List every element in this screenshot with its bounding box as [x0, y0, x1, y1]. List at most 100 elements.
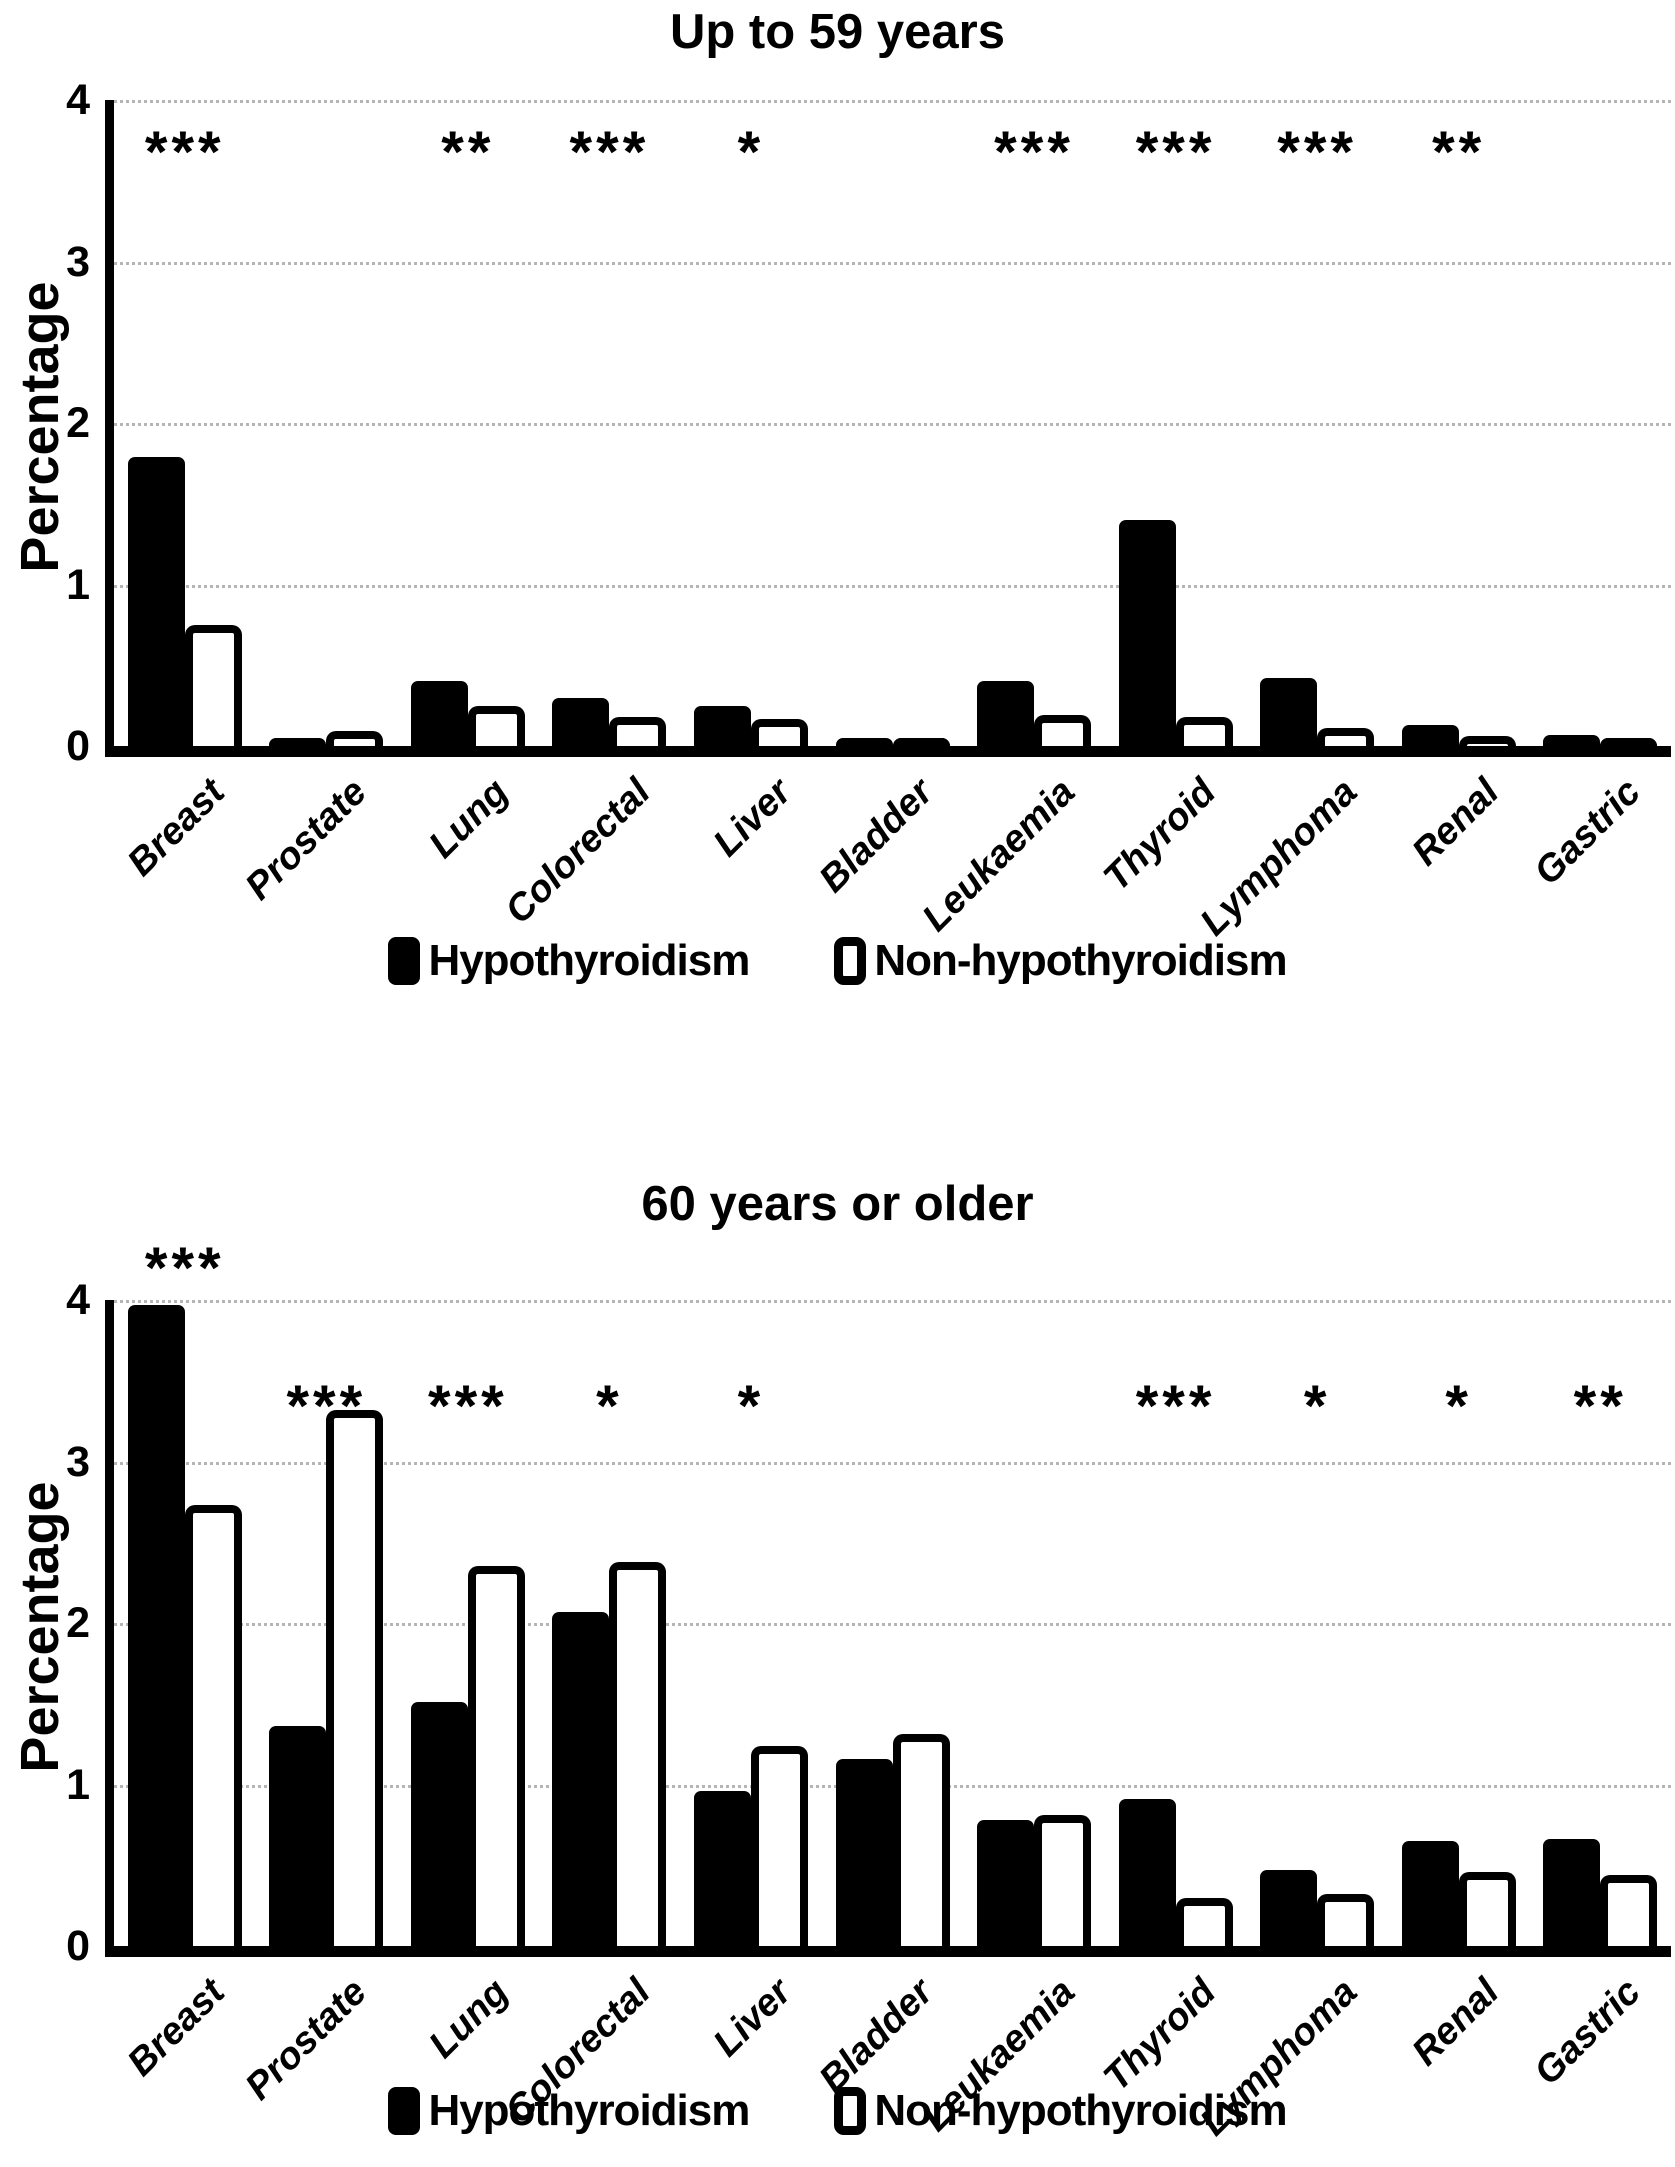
x-axis-label-text: Breast	[120, 771, 234, 885]
bar-hypothyroidism-colorectal	[552, 697, 610, 746]
significance-marker-thyroid: ***	[1135, 120, 1216, 185]
legend-label: Hypothyroidism	[428, 936, 750, 985]
gridline-2	[114, 1623, 1671, 1626]
significance-marker-prostate: ***	[286, 1374, 367, 1439]
bar-non-hypothyroidism-prostate	[326, 1409, 384, 1946]
bar-hypothyroidism-bladder	[835, 1758, 893, 1946]
bar-hypothyroidism-renal	[1401, 1841, 1459, 1946]
x-axis-label-text: Thyroid	[1096, 771, 1225, 900]
y-tick-label-2: 2	[66, 399, 90, 447]
legend: Hypothyroidism Non-hypothyroidism	[0, 936, 1675, 986]
bar-non-hypothyroidism-bladder	[892, 738, 950, 746]
significance-marker-lymphoma: ***	[1277, 120, 1357, 185]
bar-non-hypothyroidism-gastric	[1600, 737, 1658, 746]
bar-hypothyroidism-thyroid	[1118, 1799, 1176, 1946]
bar-non-hypothyroidism-prostate	[326, 731, 384, 746]
gridline-2	[114, 423, 1671, 426]
filled-square-icon	[388, 2087, 421, 2135]
gridline-1	[114, 584, 1671, 588]
x-axis-label-text: Bladder	[811, 771, 942, 901]
x-axis-label-text: Lung	[421, 1971, 517, 2067]
legend-label: Hypothyroidism	[428, 2086, 750, 2135]
outline-square-icon	[834, 2087, 867, 2135]
bar-non-hypothyroidism-thyroid	[1175, 1897, 1233, 1946]
y-tick-label-2: 2	[66, 1599, 90, 1647]
y-tick-label-0: 0	[66, 1922, 90, 1970]
significance-marker-liver: *	[737, 1374, 765, 1439]
bar-non-hypothyroidism-lymphoma	[1317, 728, 1375, 746]
bar-non-hypothyroidism-colorectal	[609, 716, 667, 746]
chart-panel-60-or-older: 60 years or older Percentage 4 3 2 1 0 *** *** **…	[0, 1148, 1675, 2167]
significance-marker-breast: ***	[144, 120, 225, 185]
bar-hypothyroidism-gastric	[1543, 734, 1601, 746]
filled-square-icon	[388, 937, 421, 985]
bar-non-hypothyroidism-leukaemia	[1034, 715, 1092, 746]
x-axis-label-text: Thyroid	[1096, 1971, 1225, 2100]
x-axis-label-text: Lung	[421, 771, 517, 867]
y-tick-label-1: 1	[66, 1760, 90, 1809]
bar-hypothyroidism-renal	[1401, 725, 1459, 746]
bar-non-hypothyroidism-breast	[184, 1505, 242, 1946]
legend-item-non-hypothyroidism: Non-hypothyroidism	[834, 2086, 1288, 2136]
x-axis-label-text: Renal	[1404, 771, 1508, 874]
chart-title: 60 years or older	[641, 1177, 1034, 1231]
outline-square-icon	[834, 937, 867, 985]
legend-item-hypothyroidism: Hypothyroidism	[388, 2086, 750, 2136]
x-axis-label-text: Bladder	[811, 1971, 942, 2101]
y-tick-label-4: 4	[66, 1276, 90, 1324]
x-axis-label-text: Liver	[705, 771, 800, 865]
bar-non-hypothyroidism-liver	[750, 718, 808, 746]
x-axis-label-text: Liver	[705, 1971, 800, 2065]
chart-title: Up to 59 years	[670, 5, 1005, 59]
bar-non-hypothyroidism-renal	[1458, 736, 1516, 746]
y-tick-label-0: 0	[66, 722, 90, 770]
plot-area: *** *** *** * * *** * * **	[105, 1240, 1671, 1957]
bar-hypothyroidism-breast	[127, 1304, 185, 1946]
y-tick-label-1: 1	[66, 560, 90, 609]
significance-marker-lung: ***	[428, 1374, 508, 1439]
plot-area: *** ** *** * *** *** *** **	[105, 100, 1671, 757]
bar-hypothyroidism-lymphoma	[1260, 1870, 1318, 1946]
y-tick-label-3: 3	[66, 1437, 90, 1486]
x-axis-label-text: Prostate	[237, 771, 376, 909]
legend-item-hypothyroidism: Hypothyroidism	[388, 936, 750, 986]
bar-hypothyroidism-leukaemia	[977, 681, 1035, 746]
x-axis-label-text: Leukaemia	[914, 771, 1083, 940]
bar-non-hypothyroidism-leukaemia	[1034, 1815, 1092, 1946]
significance-marker-lymphoma: *	[1303, 1374, 1331, 1439]
bar-non-hypothyroidism-lung	[467, 1566, 525, 1946]
bar-hypothyroidism-bladder	[835, 737, 893, 746]
y-tick-label-4: 4	[66, 76, 90, 124]
significance-marker-renal: **	[1432, 120, 1486, 185]
significance-marker-colorectal: ***	[569, 120, 650, 185]
bar-non-hypothyroidism-lung	[467, 705, 525, 746]
significance-marker-colorectal: *	[596, 1374, 623, 1439]
significance-marker-gastric: **	[1573, 1374, 1627, 1439]
bar-hypothyroidism-thyroid	[1118, 519, 1176, 746]
significance-marker-breast: ***	[144, 1236, 225, 1301]
bar-non-hypothyroidism-thyroid	[1175, 716, 1233, 746]
bar-non-hypothyroidism-colorectal	[609, 1561, 667, 1946]
bar-hypothyroidism-lymphoma	[1260, 678, 1318, 746]
x-axis-label-text: Colorectal	[497, 771, 659, 933]
bar-non-hypothyroidism-liver	[750, 1745, 808, 1946]
bar-hypothyroidism-prostate	[269, 737, 327, 746]
bar-hypothyroidism-colorectal	[552, 1611, 610, 1946]
chart-panel-up-to-59: Up to 59 years Percentage 4 3 2 1 0 *** ** *** * **…	[0, 0, 1675, 1060]
gridline-3	[114, 261, 1671, 265]
significance-marker-leukaemia: ***	[994, 120, 1074, 185]
x-axis-label-text: Gastric	[1526, 771, 1649, 894]
legend-item-non-hypothyroidism: Non-hypothyroidism	[834, 936, 1288, 986]
gridline-4	[114, 100, 1671, 103]
x-axis-label-text: Breast	[120, 1971, 234, 2085]
legend-label: Non-hypothyroidism	[874, 936, 1287, 985]
bar-hypothyroidism-liver	[693, 1790, 751, 1946]
bar-non-hypothyroidism-renal	[1458, 1871, 1516, 1946]
bar-hypothyroidism-breast	[127, 456, 185, 746]
significance-marker-liver: *	[737, 120, 765, 185]
significance-marker-thyroid: ***	[1135, 1374, 1216, 1439]
y-tick-label-3: 3	[66, 237, 90, 286]
bar-hypothyroidism-gastric	[1543, 1839, 1601, 1946]
bar-hypothyroidism-leukaemia	[977, 1820, 1035, 1946]
bar-hypothyroidism-prostate	[269, 1726, 327, 1946]
